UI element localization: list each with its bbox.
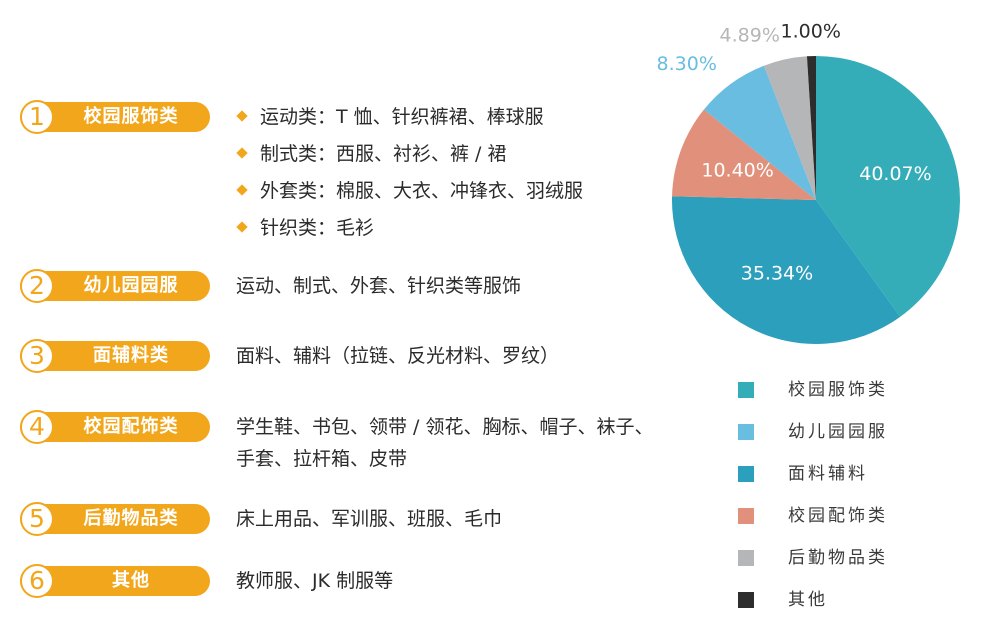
category-number: 2 [20,269,54,303]
category-label: 其他 [112,570,150,591]
legend-swatch [738,466,754,482]
diamond-bullet-icon [236,221,248,233]
pie-slice [816,56,960,317]
pie-data-label: 40.07% [859,163,931,185]
bullet-item: 运动类：T 恤、针织裤裙、棒球服 [236,102,583,139]
bullet-text: 外套类：棉服、大衣、冲锋衣、羽绒服 [260,180,584,202]
category-description: 教师服、JK 制服等 [236,570,394,592]
pie-slice [806,56,816,200]
pie-slice [672,109,816,200]
pie-slice [672,196,901,345]
category-description: 学生鞋、书包、领带 / 领花、胸标、帽子、袜子、 [236,416,654,438]
diamond-bullet-icon [236,184,248,196]
category-number: 3 [20,339,54,373]
category-badge: 3 面辅料类 [20,339,210,373]
category-number: 1 [20,100,54,134]
bullet-item: 外套类：棉服、大衣、冲锋衣、羽绒服 [236,176,583,213]
pie-data-label: 35.34% [741,262,813,284]
category-label: 面辅料类 [93,345,169,366]
bullet-text: 针织类：毛衫 [260,217,375,239]
category-number: 6 [20,564,54,598]
category-badge: 6 其他 [20,564,210,598]
pie-data-label: 8.30% [657,53,717,75]
legend-swatch [738,424,754,440]
legend-label: 面料辅料 [788,464,868,484]
category-label: 幼儿园园服 [83,275,179,296]
legend-label: 后勤物品类 [788,548,888,568]
category-label: 校园配饰类 [83,416,179,437]
category-description: 床上用品、军训服、班服、毛巾 [236,508,503,530]
category-number: 4 [20,410,54,444]
category-badge: 5 后勤物品类 [20,502,210,536]
pie-data-label: 1.00% [781,21,841,43]
pie-data-label: 4.89% [720,24,780,46]
category-bullets: 运动类：T 恤、针织裤裙、棒球服 制式类：西服、衬衫、裤 / 裙 外套类：棉服、… [236,102,583,250]
pie-slice [703,65,816,200]
category-description: 运动、制式、外套、针织类等服饰 [236,275,522,297]
category-badge: 1 校园服饰类 [20,100,210,134]
category-description: 面料、辅料（拉链、反光材料、罗纹） [236,345,560,367]
pie-data-label: 10.40% [701,160,773,182]
category-label: 后勤物品类 [83,508,179,529]
bullet-item: 针织类：毛衫 [236,213,583,250]
category-badge: 2 幼儿园园服 [20,269,210,303]
legend-swatch [738,592,754,608]
bullet-item: 制式类：西服、衬衫、裤 / 裙 [236,139,583,176]
legend-label: 校园服饰类 [788,380,888,400]
legend-swatch [738,550,754,566]
legend-swatch [738,508,754,524]
pie-slice [763,56,816,201]
bullet-text: 运动类：T 恤、针织裤裙、棒球服 [260,106,544,128]
category-description: 手套、拉杆箱、皮带 [236,448,408,470]
diamond-bullet-icon [236,110,248,122]
legend-label: 幼儿园园服 [788,422,888,442]
diamond-bullet-icon [236,147,248,159]
category-badge: 4 校园配饰类 [20,410,210,444]
legend-label: 校园配饰类 [788,506,888,526]
bullet-text: 制式类：西服、衬衫、裤 / 裙 [260,143,507,165]
legend-label: 其他 [788,590,828,610]
pie-chart: 40.07% 35.34% 10.40% 8.30%4.89% 1.00% [657,21,960,345]
legend-swatch [738,382,754,398]
category-number: 5 [20,502,54,536]
category-label: 校园服饰类 [83,106,179,127]
